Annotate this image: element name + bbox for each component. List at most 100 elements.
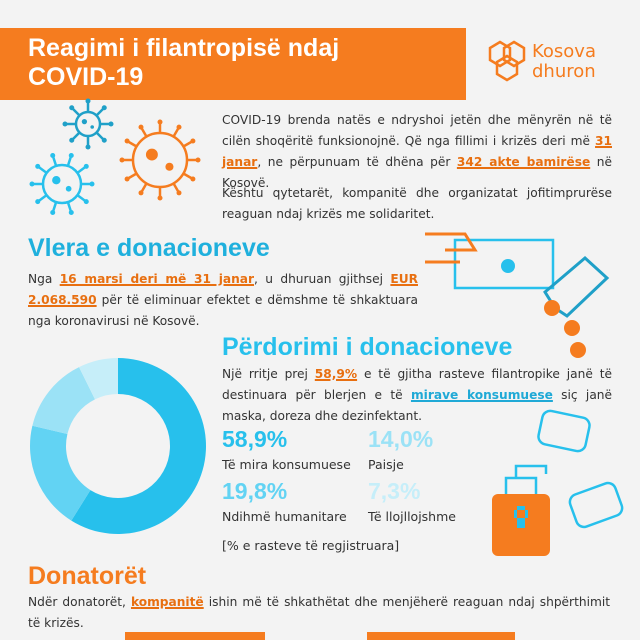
section-paragraph: Nga 16 marsi deri më 31 janar, u dhuruan…	[28, 269, 418, 332]
virus-tip	[190, 176, 196, 182]
stat-value: 14,0%	[368, 426, 434, 452]
money-icon	[453, 238, 555, 290]
intro-paragraph: COVID-19 brenda natës e ndryshoi jetën d…	[222, 110, 612, 194]
virus-spike	[95, 131, 104, 140]
virus-spike	[52, 156, 58, 167]
virus-spike	[128, 172, 138, 180]
highlight: 31 janar	[222, 134, 612, 169]
virus-tip	[29, 181, 35, 187]
virus-tip	[85, 144, 91, 150]
logo-line: dhuron	[532, 61, 596, 82]
title: Reagimi i filantropisë ndaj COVID-19	[28, 34, 339, 92]
text-run: , u dhuruan gjithsej	[254, 272, 391, 286]
virus-tip	[83, 199, 89, 205]
virus-spike	[66, 156, 72, 167]
highlight: mirave konsumuese	[410, 388, 553, 402]
text-run: COVID-19 brenda natës e ndryshoi jetën d…	[222, 113, 612, 148]
text-run: Ndër donatorët,	[28, 595, 131, 609]
virus-icon	[41, 163, 83, 205]
mask-icon	[537, 409, 591, 453]
virus-tip	[101, 137, 107, 143]
virus-tip	[138, 124, 144, 130]
virus-tip	[85, 98, 91, 104]
footnote: [% e rasteve të regjistruara]	[222, 538, 400, 553]
logo-line: Kosova	[532, 41, 596, 62]
virus-tip	[83, 163, 89, 169]
header-bar	[0, 28, 466, 100]
section-heading: Vlera e donacioneve	[28, 234, 270, 262]
virus-spike	[72, 131, 81, 140]
virus-tip	[124, 138, 130, 144]
virus-spike	[72, 108, 81, 117]
virus-spike	[128, 140, 138, 148]
virus-tip	[195, 157, 201, 163]
virus-spike	[66, 201, 72, 212]
virus-spike	[172, 182, 180, 192]
highlight: 58,9%	[314, 367, 358, 381]
virus-tip	[138, 190, 144, 196]
text-run: , ne përpunuam të dhëna për	[257, 155, 457, 169]
stat-label: Të mira konsumuese	[222, 457, 351, 472]
virus-tip	[68, 210, 74, 216]
virus-icon	[74, 110, 102, 138]
virus-tip	[50, 152, 56, 158]
virus-tip	[190, 138, 196, 144]
stat-label: Ndihmë humanitare	[222, 509, 347, 524]
hand-icon	[543, 256, 610, 318]
virus-tip	[119, 157, 125, 163]
virus-tip	[62, 121, 68, 127]
sanitizer-icon	[504, 464, 548, 494]
stat-label: Paisje	[368, 457, 404, 472]
donut-segment	[30, 425, 91, 521]
virus-spike	[52, 201, 58, 212]
stat-value: 19,8%	[222, 478, 288, 504]
text-run: Një rritje prej	[222, 367, 315, 381]
virus-tip	[35, 199, 41, 205]
virus-tip	[176, 124, 182, 130]
virus-tip	[176, 190, 182, 196]
section-heading: Përdorimi i donacioneve	[222, 333, 513, 361]
section-heading: Donatorët	[28, 562, 147, 590]
virus-tip	[124, 176, 130, 182]
hand-icon	[425, 232, 478, 264]
text-run: në Kosovë.	[222, 155, 612, 190]
text-run: për të eliminuar efektet e dëmshme të sh…	[28, 293, 418, 328]
stat-value: 58,9%	[222, 426, 288, 452]
virus-spike	[140, 182, 148, 192]
virus-spike	[76, 166, 86, 174]
virus-spike	[38, 166, 48, 174]
virus-dot	[90, 125, 94, 129]
logo-text: Kosova dhuron	[532, 42, 596, 82]
highlight: 16 marsi deri më 31 janar	[59, 272, 255, 286]
text-run: Nga	[28, 272, 60, 286]
virus-tip	[68, 152, 74, 158]
highlight: kompanitë	[130, 595, 204, 609]
virus-tip	[69, 105, 75, 111]
donut-chart	[30, 358, 206, 535]
virus-spike	[38, 194, 48, 202]
coin-icon	[544, 300, 560, 316]
virus-spike	[182, 172, 192, 180]
coin-icon	[564, 320, 580, 336]
virus-dot	[65, 185, 72, 192]
sanitizer-cross	[514, 506, 528, 528]
donut-segment	[71, 358, 206, 535]
mask-icon	[568, 481, 624, 529]
title-line: COVID-19	[28, 63, 144, 91]
text-run: e të gjitha rasteve filantropike janë të…	[222, 367, 612, 402]
section-paragraph: Ndër donatorët, kompanitë ishin më të sh…	[28, 592, 610, 634]
logo-icon	[488, 40, 526, 82]
virus-tip	[69, 137, 75, 143]
stat-label: Të llojllojshme	[368, 509, 456, 524]
stat-value: 7,3%	[368, 478, 421, 504]
virus-tip	[101, 105, 107, 111]
highlight: EUR 2.068.590	[28, 272, 418, 307]
coin-icon	[570, 342, 586, 358]
virus-tip	[35, 163, 41, 169]
virus-spike	[95, 108, 104, 117]
virus-tip	[157, 195, 163, 201]
virus-spike	[172, 128, 180, 138]
virus-dot	[145, 148, 158, 161]
virus-tip	[50, 210, 56, 216]
